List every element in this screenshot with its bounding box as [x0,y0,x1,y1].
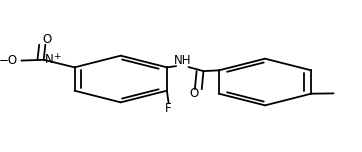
Text: NH: NH [173,54,191,67]
Text: O: O [190,87,199,100]
Text: F: F [165,102,172,115]
Text: N: N [45,53,53,66]
Text: O: O [42,33,51,46]
Text: −O: −O [0,54,18,67]
Text: +: + [53,52,60,61]
